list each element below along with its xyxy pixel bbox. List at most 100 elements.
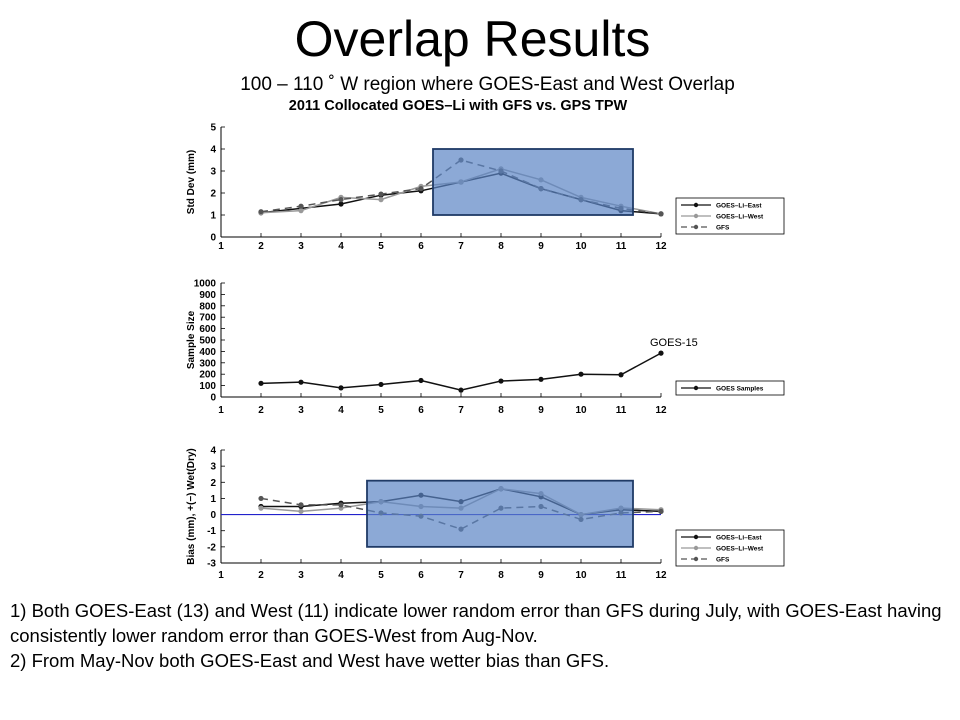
y-tick-label: -2 [207,542,216,553]
data-point [618,372,624,378]
y-tick-label: 0 [210,233,216,244]
highlight-box [366,479,634,548]
x-tick-label: 5 [378,241,384,252]
x-tick-label: 3 [298,570,304,581]
data-point [378,191,384,197]
y-tick-label: 0 [210,393,216,404]
y-axis-label: Sample Size [186,310,197,369]
goes15-annotation: GOES-15 [650,337,698,349]
x-tick-label: 2 [258,405,264,416]
y-tick-label: 400 [199,347,216,358]
legend-marker [693,556,699,562]
y-tick-label: 1000 [194,279,217,290]
data-point [498,378,504,384]
y-tick-label: 3 [210,462,216,473]
x-tick-label: 7 [458,241,464,252]
x-tick-label: 6 [418,241,424,252]
x-tick-label: 5 [378,570,384,581]
data-point [338,502,344,508]
x-tick-label: 9 [538,570,544,581]
x-tick-label: 9 [538,405,544,416]
y-axis-label: Bias (mm), +(−) Wet(Dry) [186,448,197,565]
data-point [578,371,584,377]
x-tick-label: 6 [418,405,424,416]
x-tick-label: 5 [378,405,384,416]
data-point [298,208,304,214]
data-point [338,385,344,391]
x-tick-label: 10 [575,241,587,252]
legend-label: GFS [716,556,730,563]
x-tick-label: 11 [616,405,627,416]
y-tick-label: 1 [210,494,216,505]
legend-label: GOES–Li–East [716,534,762,541]
y-tick-label: 300 [199,358,216,369]
y-tick-label: -3 [207,559,216,570]
x-tick-label: 3 [298,241,304,252]
x-tick-label: 1 [218,241,224,252]
x-tick-label: 4 [338,570,344,581]
data-point [658,350,664,356]
legend-label: GOES Samples [716,385,764,392]
x-tick-label: 6 [418,570,424,581]
y-tick-label: 100 [199,381,216,392]
data-point [418,186,424,192]
y-tick-label: 3 [210,167,216,178]
x-tick-label: 10 [575,570,587,581]
data-point [418,377,424,384]
x-tick-label: 12 [655,241,667,252]
y-tick-label: 700 [199,313,216,324]
legend: GOES–Li–East GOES–Li–West GFS [675,529,785,567]
y-tick-label: 4 [210,145,216,156]
y-tick-label: 800 [199,301,216,312]
data-point [258,505,264,511]
x-tick-label: 12 [655,570,667,581]
note-2: 2) From May-Nov both GOES-East and West … [10,650,610,671]
legend-marker [693,224,699,230]
legend-label: GOES–Li–East [716,202,762,209]
y-tick-label: 2 [210,189,216,200]
x-tick-label: 1 [218,405,224,416]
legend-box [675,380,785,396]
x-tick-label: 11 [616,241,627,252]
y-tick-label: -1 [207,526,216,537]
legend-marker [693,202,699,208]
legend-marker [693,545,699,551]
x-tick-label: 7 [458,570,464,581]
legend: GOES–Li–East GOES–Li–West GFS [675,197,785,235]
highlight-box [432,148,634,216]
y-tick-label: 600 [199,324,216,335]
data-point [258,380,264,386]
x-tick-label: 7 [458,405,464,416]
y-tick-label: 2 [210,478,216,489]
legend-label: GOES–Li–West [716,545,764,552]
data-point [378,381,384,388]
legend-marker [693,534,699,540]
figure: 2011 Collocated GOES–Li with GFS vs. GPS… [186,98,785,581]
data-point [298,502,304,508]
x-tick-label: 10 [575,405,587,416]
data-point [298,508,304,514]
legend-label: GOES–Li–West [716,213,764,220]
data-point [458,387,464,393]
data-point [298,203,304,209]
y-tick-label: 900 [199,290,216,301]
data-point [658,508,664,514]
y-tick-label: 0 [210,510,216,521]
legend: GOES Samples [675,380,785,396]
x-tick-label: 12 [655,405,667,416]
data-point [338,201,344,207]
data-point [658,211,664,217]
data-point [378,197,384,203]
x-tick-label: 8 [498,405,504,416]
legend-marker [693,213,699,219]
x-tick-label: 4 [338,405,344,416]
x-tick-label: 9 [538,241,544,252]
slide-subtitle: 100 – 110 ˚ W region where GOES-East and… [240,74,735,95]
x-tick-label: 1 [218,570,224,581]
x-tick-label: 8 [498,570,504,581]
figure-title: 2011 Collocated GOES–Li with GFS vs. GPS… [289,98,628,114]
data-point [538,376,544,382]
